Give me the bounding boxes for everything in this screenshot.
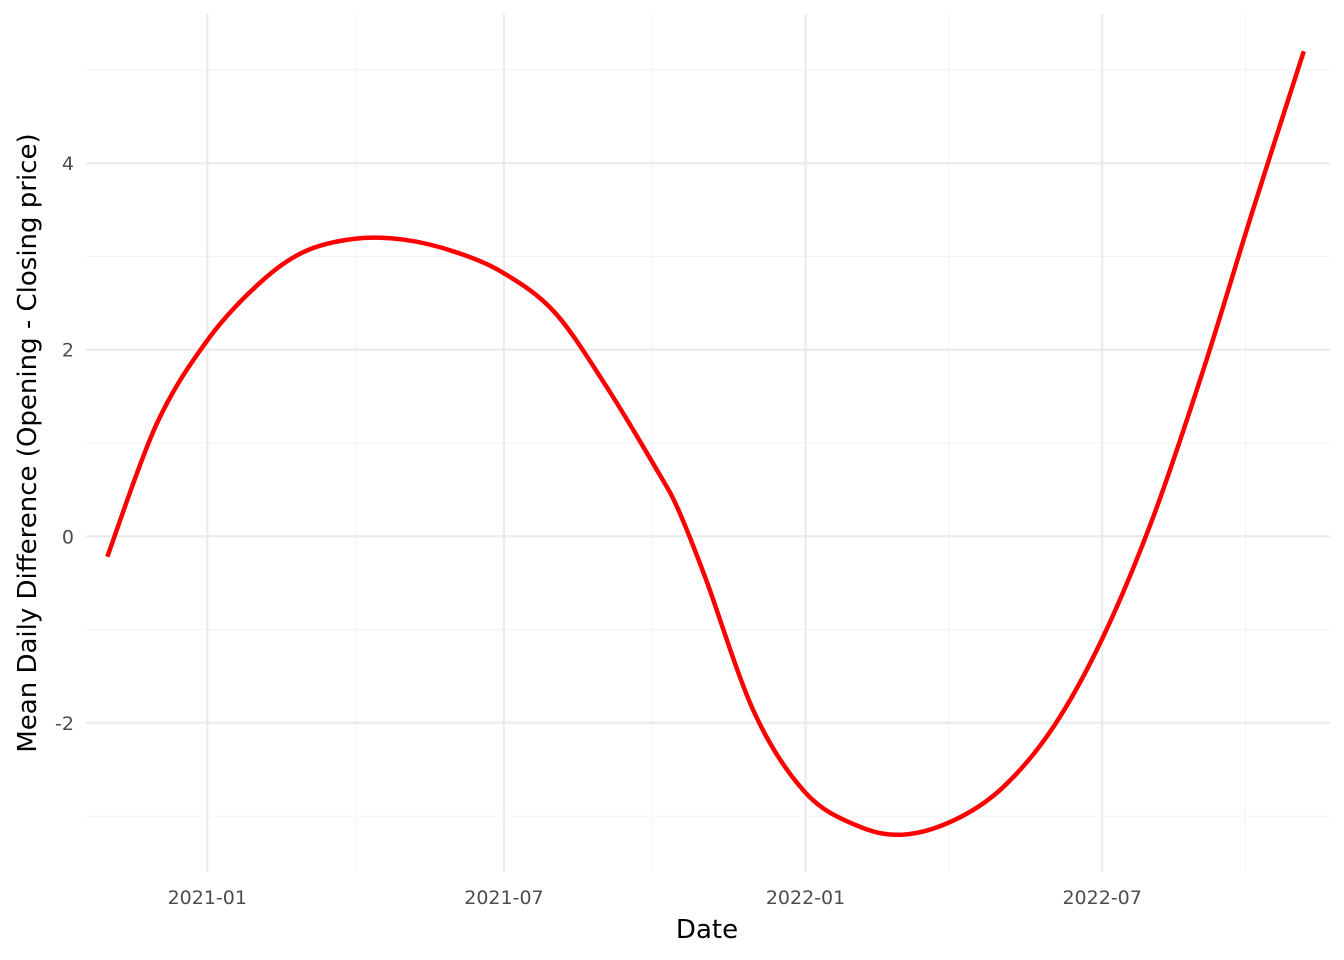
y-tick-label: 2: [62, 340, 74, 362]
y-axis-title: Mean Daily Difference (Opening - Closing…: [13, 133, 43, 752]
series-group: [105, 50, 1306, 838]
x-tick-label: 2021-01: [168, 887, 247, 909]
y-tick-label: 0: [62, 526, 74, 548]
y-tick-label: -2: [55, 713, 74, 735]
x-tick-label: 2021-07: [464, 887, 543, 909]
y-axis-ticks: -2 0 2 4: [55, 153, 74, 735]
x-axis-ticks: 2021-01 2021-07 2022-01 2022-07: [168, 887, 1142, 909]
series-line: [105, 50, 1306, 838]
y-tick-label: 4: [62, 153, 74, 175]
x-tick-label: 2022-07: [1062, 887, 1141, 909]
x-axis-title: Date: [676, 915, 738, 945]
x-tick-label: 2022-01: [766, 887, 845, 909]
